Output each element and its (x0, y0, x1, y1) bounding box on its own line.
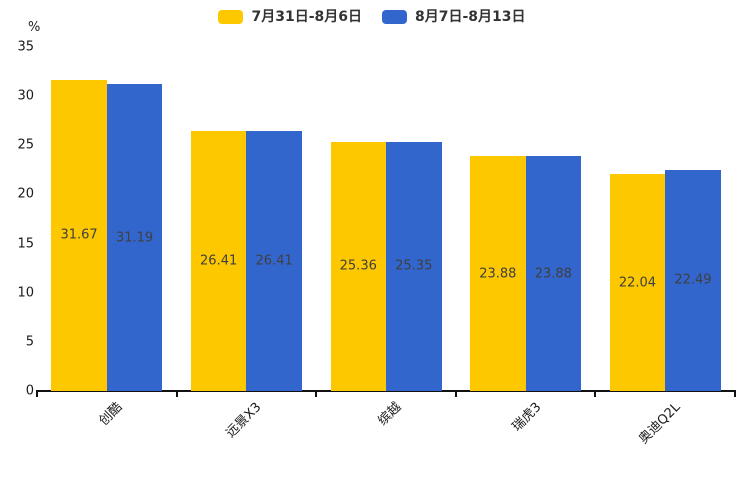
y-axis-tick-label: 25 (17, 137, 34, 153)
bar-value-label: 31.19 (115, 230, 154, 246)
bar-segment: 22.04 (609, 174, 666, 391)
x-axis-tick (734, 392, 736, 397)
y-axis-tick-label: 15 (17, 236, 34, 252)
bar-value-label: 26.41 (200, 253, 238, 269)
y-axis-tick-label: 35 (17, 39, 34, 55)
x-axis-category-label: 瑞虎3 (509, 399, 545, 435)
bar-value-label: 23.88 (534, 266, 572, 282)
y-axis-tick-label: 10 (17, 285, 34, 301)
x-axis-category-label: 奥迪Q2L (636, 399, 684, 448)
legend-label-week2: 8月7日-8月13日 (415, 9, 526, 25)
legend-swatch-yellow (218, 10, 244, 24)
bar-value-label: 22.49 (674, 272, 712, 288)
x-axis-tick (36, 392, 38, 397)
y-axis-tick-label: 30 (17, 88, 34, 104)
chart-legend: 7月31日-8月6日 8月7日-8月13日 (0, 8, 744, 26)
x-axis-tick (594, 392, 597, 397)
bar-segment: 26.41 (246, 131, 302, 391)
bar-segment: 31.67 (51, 79, 107, 391)
x-axis-line (36, 390, 736, 392)
x-axis-tick (175, 392, 178, 397)
bar-segment: 23.88 (525, 156, 582, 391)
bar-segment: 31.19 (106, 84, 163, 391)
bar-value-label: 26.41 (255, 253, 293, 269)
bar-segment: 26.41 (190, 131, 247, 391)
bar-value-label: 31.67 (60, 227, 98, 243)
bar-value-label: 25.36 (339, 258, 377, 274)
x-axis-category-label: 远景X3 (223, 399, 265, 441)
bar-segment: 23.88 (470, 156, 526, 391)
legend-label-week1: 7月31日-8月6日 (251, 9, 362, 25)
bar-value-label: 23.88 (479, 266, 517, 282)
y-axis-unit-label: % (28, 20, 41, 35)
bar-value-label: 22.04 (618, 275, 657, 291)
legend-swatch-blue (382, 10, 407, 24)
x-axis-tick (454, 392, 457, 397)
bar-segment: 25.36 (330, 141, 386, 391)
y-axis-tick-label: 5 (25, 334, 34, 350)
legend-item-week1[interactable]: 7月31日-8月6日 (218, 8, 362, 26)
x-axis-category-label: 缤越 (375, 399, 405, 429)
y-axis-tick-label: 0 (25, 383, 34, 399)
y-axis-tick-label: 20 (17, 186, 34, 202)
bar-segment: 22.49 (665, 169, 721, 391)
legend-item-week2[interactable]: 8月7日-8月13日 (382, 8, 526, 26)
bar-value-label: 25.35 (395, 258, 433, 274)
x-axis-category-label: 创酷 (96, 399, 126, 429)
bar-segment: 25.35 (386, 141, 442, 391)
x-axis-tick (315, 392, 318, 397)
